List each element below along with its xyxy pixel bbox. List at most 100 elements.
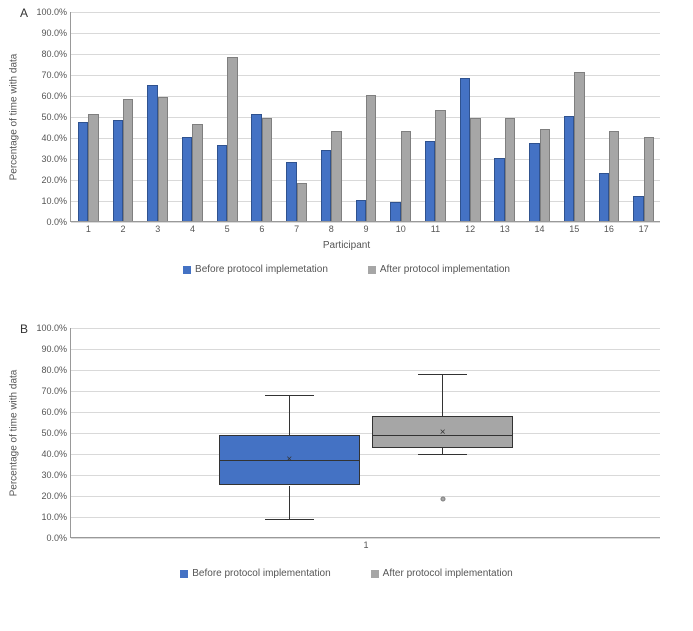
legend-swatch (371, 570, 379, 578)
gridline (71, 328, 660, 329)
gridline (71, 454, 660, 455)
gridline (71, 475, 660, 476)
legend-item: Before protocol implementation (180, 568, 330, 579)
x-tick-label: 14 (535, 224, 545, 234)
x-axis-label: Participant (323, 240, 370, 251)
whisker-cap (265, 395, 315, 396)
bar (390, 202, 400, 221)
bar (529, 143, 539, 221)
y-tick-label: 100.0% (36, 323, 67, 333)
x-tick-label: 16 (604, 224, 614, 234)
bar (158, 97, 168, 221)
gridline (71, 370, 660, 371)
legend: Before protocol implemetation After proto… (0, 264, 693, 275)
y-tick-label: 0.0% (46, 217, 67, 227)
x-tick-label: 7 (294, 224, 299, 234)
bar (297, 183, 307, 221)
y-tick-label: 90.0% (41, 344, 67, 354)
whisker (289, 486, 290, 520)
bar (564, 116, 574, 221)
legend: Before protocol implementation After prot… (0, 568, 693, 579)
bar (644, 137, 654, 221)
y-tick-label: 40.0% (41, 449, 67, 459)
gridline (71, 433, 660, 434)
y-tick-label: 30.0% (41, 154, 67, 164)
gridline (71, 12, 660, 13)
bar (147, 85, 157, 222)
legend-item: After protocol implementation (368, 264, 510, 275)
legend-swatch (180, 570, 188, 578)
y-tick-label: 100.0% (36, 7, 67, 17)
bar (366, 95, 376, 221)
y-tick-label: 10.0% (41, 196, 67, 206)
panel-b: B 0.0%10.0%20.0%30.0%40.0%50.0%60.0%70.0%… (0, 320, 693, 620)
bar (88, 114, 98, 221)
bar (435, 110, 445, 221)
gridline (71, 496, 660, 497)
bar (505, 118, 515, 221)
y-tick-label: 40.0% (41, 133, 67, 143)
gridline (71, 33, 660, 34)
x-tick-label: 1 (86, 224, 91, 234)
gridline (71, 54, 660, 55)
bar (460, 78, 470, 221)
x-tick-label: 17 (639, 224, 649, 234)
gridline (71, 222, 660, 223)
bar (262, 118, 272, 221)
y-tick-label: 80.0% (41, 49, 67, 59)
gridline (71, 75, 660, 76)
y-tick-label: 70.0% (41, 386, 67, 396)
whisker (289, 395, 290, 435)
legend-label: Before protocol implemetation (195, 264, 328, 275)
x-tick-label: 6 (259, 224, 264, 234)
y-tick-label: 80.0% (41, 365, 67, 375)
y-tick-label: 60.0% (41, 91, 67, 101)
bar (192, 124, 202, 221)
legend-item: Before protocol implemetation (183, 264, 328, 275)
bar (494, 158, 504, 221)
bar (123, 99, 133, 221)
plot-area: 0.0%10.0%20.0%30.0%40.0%50.0%60.0%70.0%8… (70, 328, 660, 538)
y-axis-label: Percentage of time with data (9, 370, 20, 497)
x-tick-label: 1 (363, 540, 368, 550)
x-tick-label: 3 (155, 224, 160, 234)
bar (599, 173, 609, 221)
bar (251, 114, 261, 221)
bar (78, 122, 88, 221)
y-tick-label: 30.0% (41, 470, 67, 480)
bar (470, 118, 480, 221)
bar (401, 131, 411, 221)
gridline (71, 391, 660, 392)
bar (633, 196, 643, 221)
bar (609, 131, 619, 221)
legend-label: After protocol implementation (383, 568, 513, 579)
whisker (442, 374, 443, 416)
bar (182, 137, 192, 221)
y-tick-label: 20.0% (41, 175, 67, 185)
y-tick-label: 90.0% (41, 28, 67, 38)
y-tick-label: 10.0% (41, 512, 67, 522)
legend-item: After protocol implementation (371, 568, 513, 579)
bar (540, 129, 550, 221)
whisker-cap (418, 374, 468, 375)
bar (356, 200, 366, 221)
x-tick-label: 4 (190, 224, 195, 234)
bar (425, 141, 435, 221)
y-tick-label: 50.0% (41, 112, 67, 122)
legend-swatch (183, 266, 191, 274)
y-tick-label: 70.0% (41, 70, 67, 80)
whisker-cap (265, 519, 315, 520)
x-tick-label: 9 (363, 224, 368, 234)
gridline (71, 538, 660, 539)
panel-a: A0.0%10.0%20.0%30.0%40.0%50.0%60.0%70.0%… (0, 4, 693, 304)
y-tick-label: 20.0% (41, 491, 67, 501)
bar (574, 72, 584, 221)
bar (331, 131, 341, 221)
x-tick-label: 10 (396, 224, 406, 234)
legend-label: After protocol implementation (380, 264, 510, 275)
gridline (71, 349, 660, 350)
x-tick-label: 13 (500, 224, 510, 234)
x-tick-label: 5 (225, 224, 230, 234)
panel-label: B (20, 322, 28, 336)
mean-marker: × (440, 428, 446, 438)
